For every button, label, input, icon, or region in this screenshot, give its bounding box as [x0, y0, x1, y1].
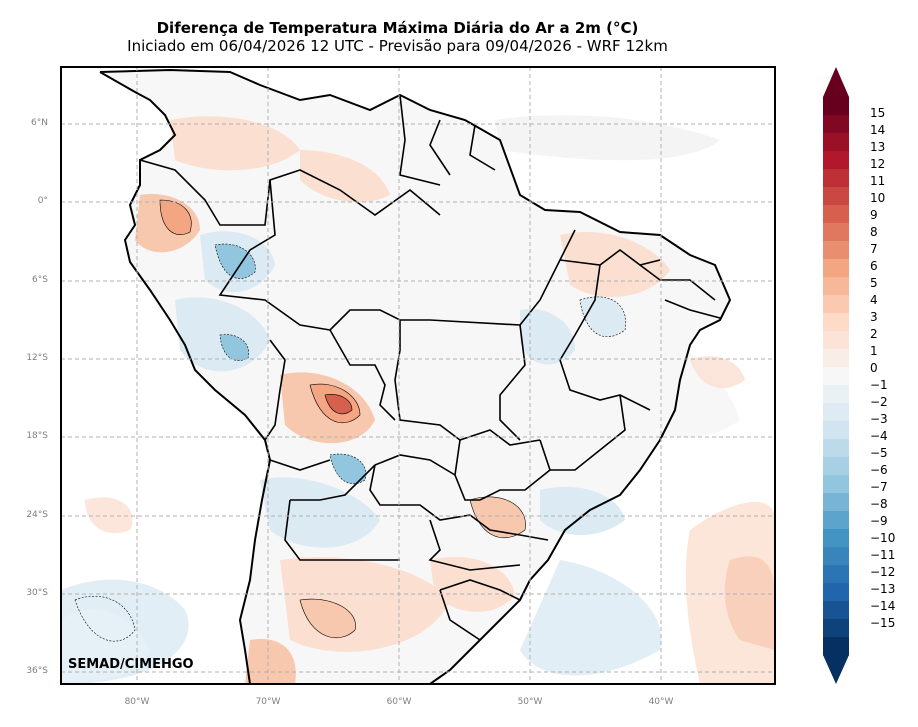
colorbar-bin [823, 529, 849, 548]
colorbar-tick-label: 15 [870, 106, 886, 120]
lat-label-36s: 36°S [26, 666, 48, 676]
colorbar-bin [823, 223, 849, 242]
colorbar-bin [823, 97, 849, 116]
colorbar-tick-label: −4 [870, 429, 888, 443]
political-borders [139, 94, 721, 641]
colorbar-bin [823, 583, 849, 602]
colorbar-tick-label: 4 [870, 293, 878, 307]
coastline [99, 68, 732, 684]
colorbar-bin [823, 187, 849, 206]
colorbar-tick-label: 1 [870, 344, 878, 358]
map-frame [60, 66, 776, 685]
map-subtitle: Iniciado em 06/04/2026 12 UTC - Previsão… [127, 37, 668, 55]
colorbar-bin [823, 637, 849, 656]
colorbar-bin [823, 403, 849, 422]
colorbar-tick-label: 8 [870, 225, 878, 239]
map-area [61, 67, 775, 684]
colorbar-tick-label: −15 [870, 616, 896, 630]
colorbar-tick-label: 9 [870, 208, 878, 222]
lat-label-12s: 12°S [26, 353, 48, 363]
lat-label-30s: 30°S [26, 588, 48, 598]
colorbar-bin [823, 259, 849, 278]
colorbar-tick-label: 6 [870, 259, 878, 273]
colorbar-tick-label: −6 [870, 463, 888, 477]
lon-label-80w: 80°W [124, 697, 150, 707]
colorbar-tick-label: 14 [870, 123, 886, 137]
colorbar-bin [823, 601, 849, 620]
colorbar-tick-label: −3 [870, 412, 888, 426]
colorbar-bin [823, 169, 849, 188]
lon-label-50w: 50°W [517, 697, 543, 707]
colorbar-tick-label: 0 [870, 361, 878, 375]
colorbar-tick-label: −12 [870, 565, 896, 579]
colorbar-bin [823, 457, 849, 476]
colorbar-bin [823, 439, 849, 458]
lat-label-6s: 6°S [32, 275, 48, 285]
anomaly-contours [74, 199, 627, 642]
colorbar-tick-label: −1 [870, 378, 888, 392]
colorbar-tick-label: −2 [870, 395, 888, 409]
colorbar-bin [823, 421, 849, 440]
colorbar-tick-label: 2 [870, 327, 878, 341]
colorbar-max-arrow [823, 67, 849, 97]
land-anomaly-fields [135, 116, 670, 684]
lat-label-6n: 6°N [31, 118, 48, 128]
colorbar-bin [823, 205, 849, 224]
colorbar-tick-label: −7 [870, 480, 888, 494]
watermark: SEMAD/CIMEHGO [68, 657, 194, 672]
colorbar-bin [823, 241, 849, 260]
colorbar-tick-label: 7 [870, 242, 878, 256]
colorbar-bin [823, 547, 849, 566]
colorbar-bin [823, 331, 849, 350]
colorbar-tick-label: −13 [870, 582, 896, 596]
colorbar-bin [823, 619, 849, 638]
colorbar-tick-label: 13 [870, 140, 886, 154]
colorbar-tick-label: −8 [870, 497, 888, 511]
colorbar-bin [823, 565, 849, 584]
colorbar-bin [823, 493, 849, 512]
colorbar-bin [823, 133, 849, 152]
colorbar-bin [823, 349, 849, 368]
colorbar-tick-label: 3 [870, 310, 878, 324]
colorbar-tick-label: −14 [870, 599, 896, 613]
colorbar-bin [823, 313, 849, 332]
colorbar-tick-label: 5 [870, 276, 878, 290]
lon-label-70w: 70°W [255, 697, 281, 707]
colorbar-tick-label: 12 [870, 157, 886, 171]
lat-label-0: 0° [37, 196, 48, 206]
colorbar-tick-label: 11 [870, 174, 886, 188]
colorbar-tick-label: −11 [870, 548, 896, 562]
colorbar-tick-label: −10 [870, 531, 896, 545]
colorbar-bin [823, 295, 849, 314]
map-title: Diferença de Temperatura Máxima Diária d… [156, 19, 639, 37]
lat-label-24s: 24°S [26, 510, 48, 520]
colorbar-bin [823, 115, 849, 134]
colorbar-bin [823, 151, 849, 170]
colorbar-bin [823, 511, 849, 530]
colorbar-tick-label: −9 [870, 514, 888, 528]
lat-label-18s: 18°S [26, 431, 48, 441]
lon-label-40w: 40°W [648, 697, 674, 707]
colorbar [823, 67, 849, 684]
colorbar-bin [823, 277, 849, 296]
colorbar-bin [823, 385, 849, 404]
lon-label-60w: 60°W [386, 697, 412, 707]
colorbar-min-arrow [823, 655, 849, 684]
colorbar-bin [823, 475, 849, 494]
colorbar-tick-label: −5 [870, 446, 888, 460]
colorbar-tick-label: 10 [870, 191, 886, 205]
graticule [61, 67, 775, 684]
colorbar-bin [823, 367, 849, 386]
